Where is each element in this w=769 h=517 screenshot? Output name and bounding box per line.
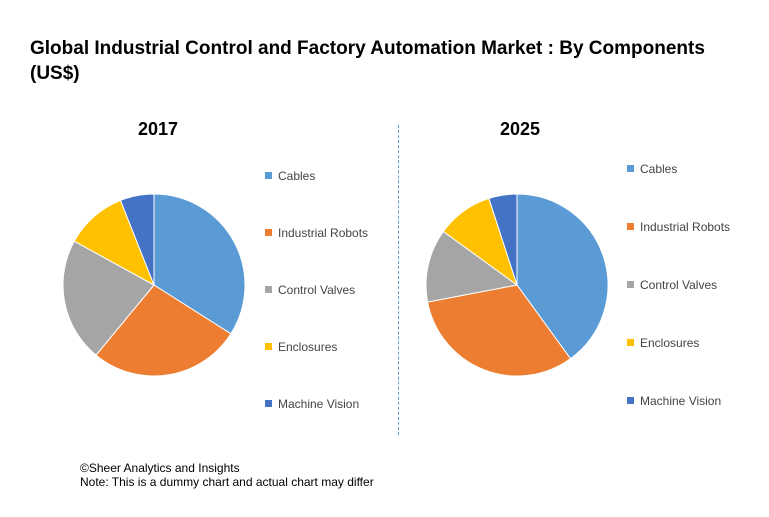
legend-item-control-valves: Control Valves — [265, 283, 355, 297]
legend-label: Enclosures — [278, 340, 338, 354]
legend-swatch — [265, 400, 272, 407]
pie-slice-machine-vision — [119, 193, 155, 286]
legend-label: Machine Vision — [640, 394, 722, 408]
pie-slice-control-valves — [62, 240, 155, 356]
legend-item-machine-vision: Machine Vision — [627, 394, 721, 408]
legend-label: Enclosures — [640, 336, 700, 350]
legend-swatch — [627, 223, 634, 230]
legend-swatch — [265, 172, 272, 179]
legend-item-enclosures: Enclosures — [627, 336, 699, 350]
legend-label: Industrial Robots — [640, 220, 731, 234]
pie-chart-2017 — [62, 193, 246, 377]
legend-item-cables: Cables — [265, 169, 315, 183]
legend-swatch — [627, 339, 634, 346]
pie-slice-cables — [153, 193, 246, 335]
legend-item-industrial-robots: Industrial Robots — [265, 226, 368, 240]
chart-divider — [398, 125, 399, 435]
legend-swatch — [265, 286, 272, 293]
pie-slice-machine-vision — [488, 193, 518, 286]
legend-swatch — [627, 397, 634, 404]
legend-swatch — [627, 281, 634, 288]
legend-swatch — [265, 343, 272, 350]
legend-label: Industrial Robots — [278, 226, 369, 240]
chart-footer: ©Sheer Analytics and Insights Note: This… — [80, 461, 374, 489]
legend-label: Control Valves — [640, 278, 718, 292]
legend-label: Machine Vision — [278, 397, 360, 411]
legend-item-control-valves: Control Valves — [627, 278, 717, 292]
chart-1-title: 2017 — [138, 119, 179, 139]
legend-label: Cables — [640, 162, 678, 176]
chart-title: Global Industrial Control and Factory Au… — [30, 38, 705, 84]
copyright-text: ©Sheer Analytics and Insights — [80, 461, 240, 475]
disclaimer-note: Note: This is a dummy chart and actual c… — [80, 475, 374, 489]
pie-chart-2025 — [425, 193, 609, 377]
legend-item-cables: Cables — [627, 162, 677, 176]
legend-item-machine-vision: Machine Vision — [265, 397, 359, 411]
legend-swatch — [627, 165, 634, 172]
pie-slice-industrial-robots — [427, 284, 572, 377]
pie-slice-control-valves — [425, 230, 519, 303]
chart-2-title: 2025 — [500, 119, 541, 139]
pie-slice-cables — [516, 193, 609, 360]
legend-label: Cables — [278, 169, 316, 183]
legend-item-industrial-robots: Industrial Robots — [627, 220, 730, 234]
legend-swatch — [265, 229, 272, 236]
pie-slice-industrial-robots — [95, 284, 232, 377]
legend-item-enclosures: Enclosures — [265, 340, 337, 354]
legend-label: Control Valves — [278, 283, 356, 297]
